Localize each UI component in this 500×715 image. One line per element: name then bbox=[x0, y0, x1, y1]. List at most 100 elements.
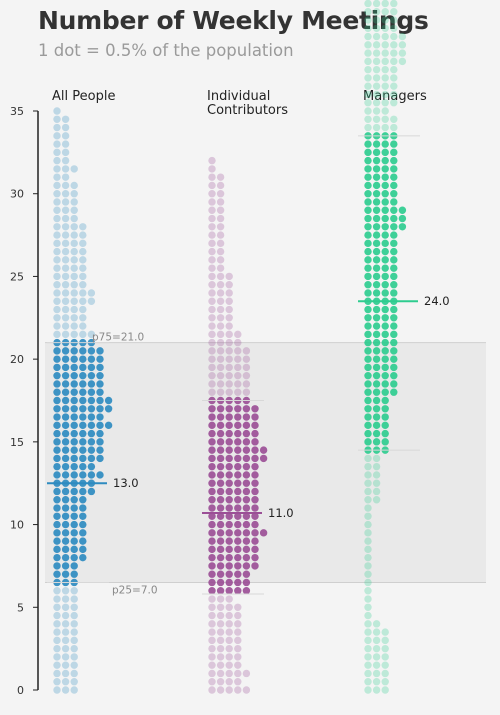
data-dot bbox=[87, 297, 96, 305]
data-dot bbox=[398, 32, 407, 41]
data-dot bbox=[61, 636, 70, 645]
data-dot bbox=[381, 173, 389, 181]
data-dot bbox=[364, 479, 372, 487]
data-dot bbox=[372, 355, 381, 363]
data-dot bbox=[372, 371, 381, 380]
data-dot bbox=[70, 363, 78, 372]
data-dot bbox=[364, 537, 372, 545]
data-dot bbox=[70, 487, 78, 496]
data-dot bbox=[208, 479, 216, 487]
data-dot bbox=[104, 405, 113, 413]
data-dot bbox=[53, 330, 61, 339]
data-dot bbox=[216, 686, 225, 694]
data-dot bbox=[234, 520, 242, 529]
data-dot bbox=[79, 380, 87, 388]
data-dot bbox=[242, 454, 251, 463]
data-dot bbox=[225, 562, 233, 570]
data-dot bbox=[61, 661, 70, 669]
data-dot bbox=[96, 471, 104, 479]
data-dot bbox=[216, 264, 225, 272]
data-dot bbox=[53, 363, 61, 372]
data-dot bbox=[242, 545, 251, 554]
data-dot bbox=[225, 462, 233, 471]
data-dot bbox=[364, 16, 372, 24]
data-dot bbox=[216, 190, 225, 198]
data-dot bbox=[87, 462, 96, 471]
data-dot bbox=[372, 247, 381, 256]
data-dot bbox=[61, 156, 70, 165]
data-dot bbox=[216, 322, 225, 330]
data-dot bbox=[381, 49, 389, 57]
data-dot bbox=[364, 413, 372, 421]
data-dot bbox=[70, 545, 78, 554]
data-dot bbox=[242, 570, 251, 578]
data-dot bbox=[216, 636, 225, 645]
group-label: All People bbox=[52, 89, 115, 104]
data-dot bbox=[225, 595, 233, 603]
data-dot bbox=[208, 587, 216, 595]
data-dot bbox=[390, 247, 398, 256]
data-dot bbox=[70, 198, 78, 206]
data-dot bbox=[242, 669, 251, 678]
data-dot bbox=[61, 644, 70, 653]
data-dot bbox=[61, 181, 70, 190]
data-dot bbox=[79, 512, 87, 520]
data-dot bbox=[381, 140, 389, 148]
data-dot bbox=[70, 553, 78, 562]
data-dot bbox=[61, 140, 70, 148]
data-dot bbox=[251, 529, 259, 537]
data-dot bbox=[61, 487, 70, 496]
data-dot bbox=[381, 678, 389, 686]
data-dot bbox=[53, 173, 61, 181]
data-dot bbox=[79, 247, 87, 256]
data-dot bbox=[381, 644, 389, 653]
data-dot bbox=[70, 686, 78, 694]
data-dot bbox=[70, 239, 78, 248]
data-dot bbox=[381, 322, 389, 330]
data-dot bbox=[61, 148, 70, 157]
data-dot bbox=[372, 669, 381, 678]
data-dot bbox=[70, 355, 78, 363]
data-dot bbox=[234, 413, 242, 421]
data-dot bbox=[364, 82, 372, 90]
data-dot bbox=[70, 669, 78, 678]
data-dot bbox=[372, 115, 381, 123]
data-dot bbox=[96, 405, 104, 413]
data-dot bbox=[372, 123, 381, 132]
data-dot bbox=[364, 653, 372, 661]
data-dot bbox=[381, 380, 389, 388]
data-dot bbox=[225, 504, 233, 512]
data-dot bbox=[208, 570, 216, 578]
data-dot bbox=[372, 363, 381, 372]
data-dot bbox=[242, 446, 251, 454]
data-dot bbox=[208, 272, 216, 281]
data-dot bbox=[53, 115, 61, 123]
data-dot bbox=[216, 413, 225, 421]
data-dot bbox=[372, 471, 381, 479]
data-dot bbox=[61, 496, 70, 504]
data-dot bbox=[61, 123, 70, 132]
data-dot bbox=[96, 413, 104, 421]
data-dot bbox=[208, 413, 216, 421]
data-dot bbox=[61, 314, 70, 322]
median-label: 13.0 bbox=[113, 476, 139, 490]
data-dot bbox=[225, 289, 233, 297]
data-dot bbox=[234, 347, 242, 355]
data-dot bbox=[390, 239, 398, 248]
data-dot bbox=[364, 214, 372, 223]
data-dot bbox=[225, 297, 233, 305]
y-tick-label: 5 bbox=[17, 601, 24, 614]
data-dot bbox=[381, 198, 389, 206]
data-dot bbox=[390, 281, 398, 289]
data-dot bbox=[364, 611, 372, 620]
data-dot bbox=[70, 504, 78, 512]
data-dot bbox=[70, 611, 78, 620]
data-dot bbox=[390, 338, 398, 347]
data-dot bbox=[208, 520, 216, 529]
data-dot bbox=[79, 281, 87, 289]
data-dot bbox=[381, 256, 389, 264]
data-dot bbox=[208, 496, 216, 504]
data-dot bbox=[381, 421, 389, 430]
median-label: 11.0 bbox=[268, 506, 294, 520]
data-dot bbox=[372, 272, 381, 281]
